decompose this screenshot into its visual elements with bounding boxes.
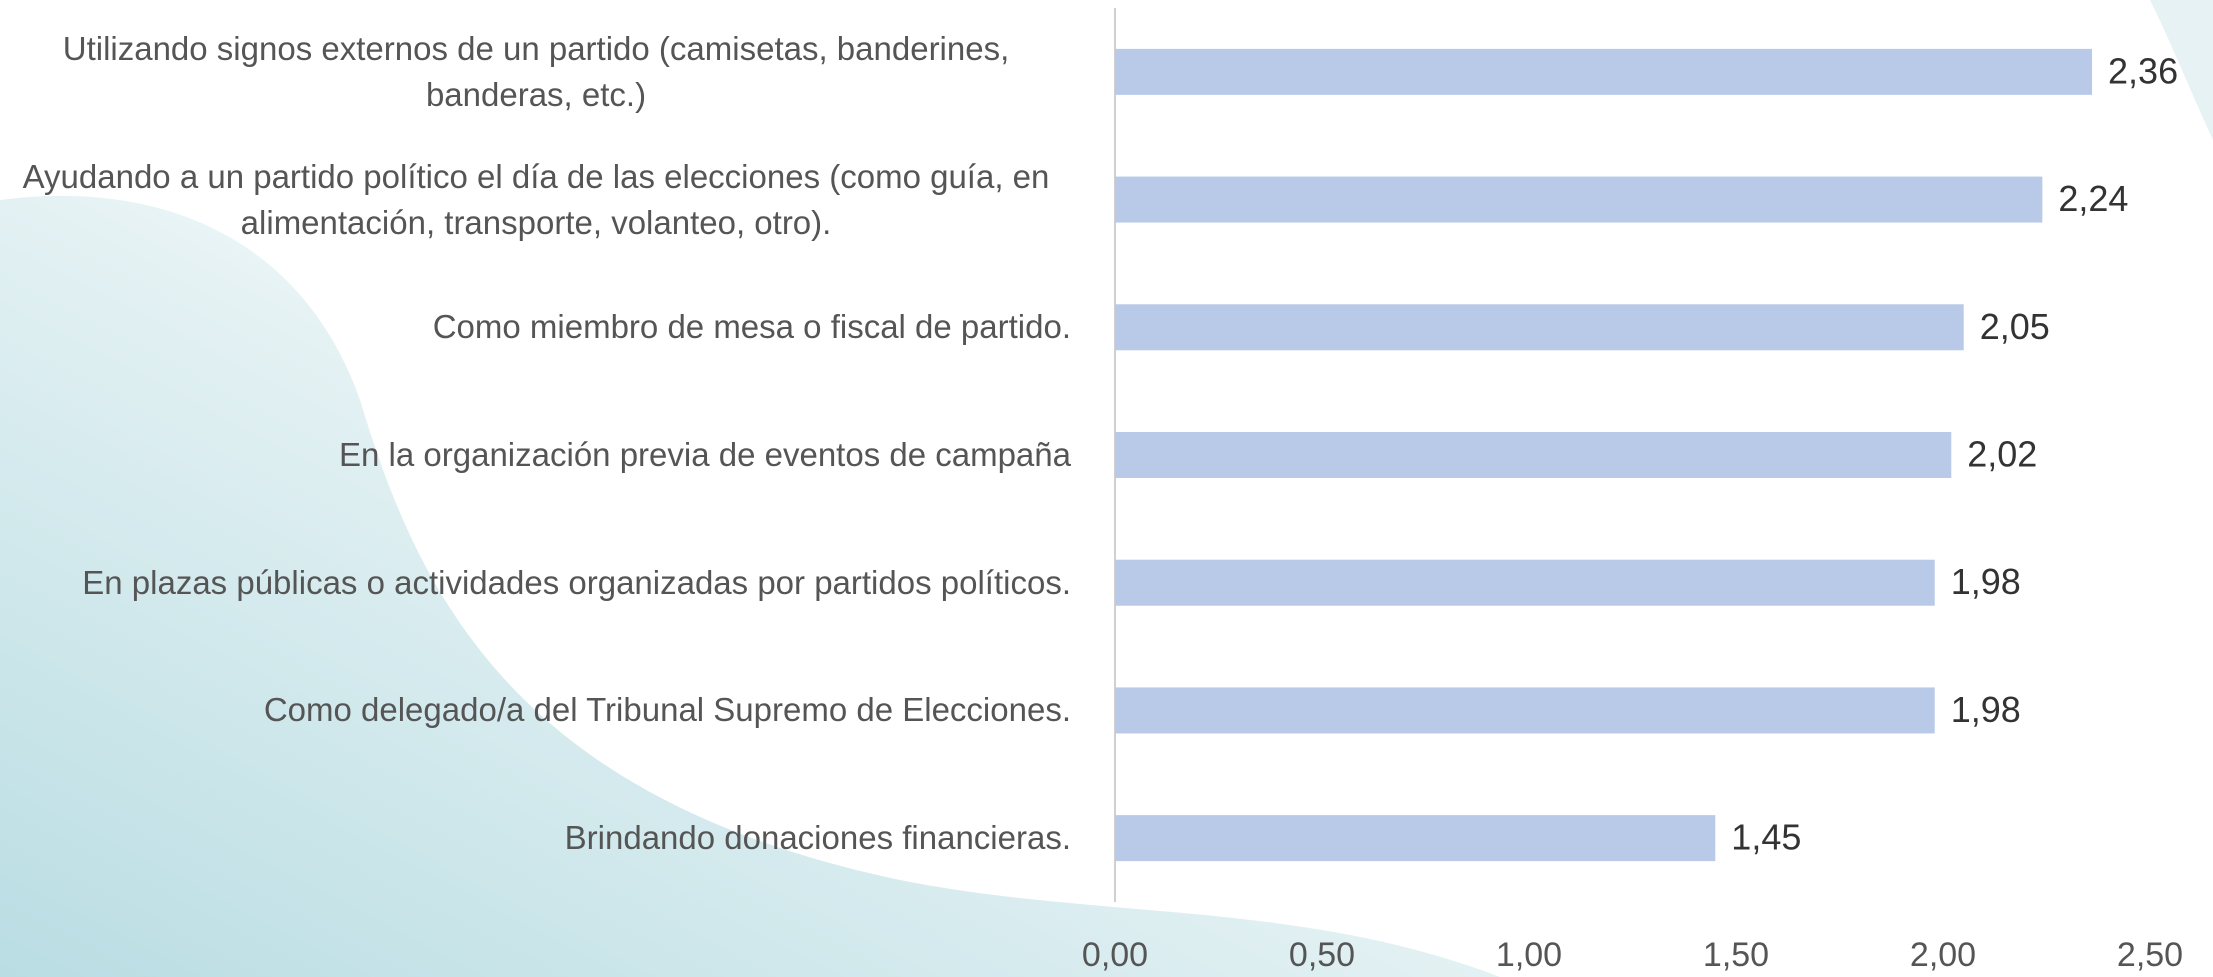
category-label-box: Utilizando signos externos de un partido… [1, 26, 1071, 118]
category-label-box: Como delegado/a del Tribunal Supremo de … [1, 687, 1071, 733]
y-tick-label: Utilizando signos externos de un partido… [62, 29, 1010, 113]
value-label: 1,98 [1951, 689, 2021, 730]
y-tick-label: En la organización previa de eventos de … [339, 436, 1071, 473]
bar [1115, 432, 1952, 478]
bar [1115, 304, 1964, 351]
y-tick-label: Como delegado/a del Tribunal Supremo de … [263, 691, 1071, 729]
category-label-box: En plazas públicas o actividades organiz… [1, 560, 1071, 606]
category-label-box: En la organización previa de eventos de … [1, 432, 1071, 478]
value-label: 1,98 [1951, 561, 2021, 602]
background-shape [0, 195, 1500, 977]
background-shape [2150, 0, 2213, 140]
bar [1115, 559, 1935, 606]
x-tick-label: 1,50 [1703, 936, 1769, 974]
category-label-box: Brindando donaciones financieras. [1, 815, 1071, 861]
x-tick-label: 1,00 [1496, 936, 1562, 974]
y-tick-label: Ayudando a un partido político el día de… [22, 157, 1050, 241]
category-label-box: Ayudando a un partido político el día de… [1, 154, 1071, 246]
x-tick-label: 2,50 [2117, 936, 2183, 974]
value-label: 2,24 [2058, 178, 2128, 219]
x-tick-label: 0,00 [1082, 936, 1148, 974]
x-tick-label: 2,00 [1910, 936, 1976, 974]
y-tick-label: Brindando donaciones financieras. [564, 819, 1071, 857]
value-label: 2,36 [2108, 50, 2178, 91]
value-label: 2,05 [1980, 306, 2050, 347]
y-tick-label: En plazas públicas o actividades organiz… [82, 563, 1071, 601]
value-label: 1,45 [1731, 817, 1801, 858]
bar [1115, 176, 2043, 223]
bar [1115, 48, 2093, 95]
y-tick-label: Como miembro de mesa o fiscal de partido… [432, 308, 1071, 346]
category-label-box: Como miembro de mesa o fiscal de partido… [1, 304, 1071, 350]
bar [1115, 815, 1716, 862]
bar [1115, 687, 1935, 734]
x-tick-label: 0,50 [1289, 936, 1355, 974]
value-label: 2,02 [1967, 434, 2037, 475]
